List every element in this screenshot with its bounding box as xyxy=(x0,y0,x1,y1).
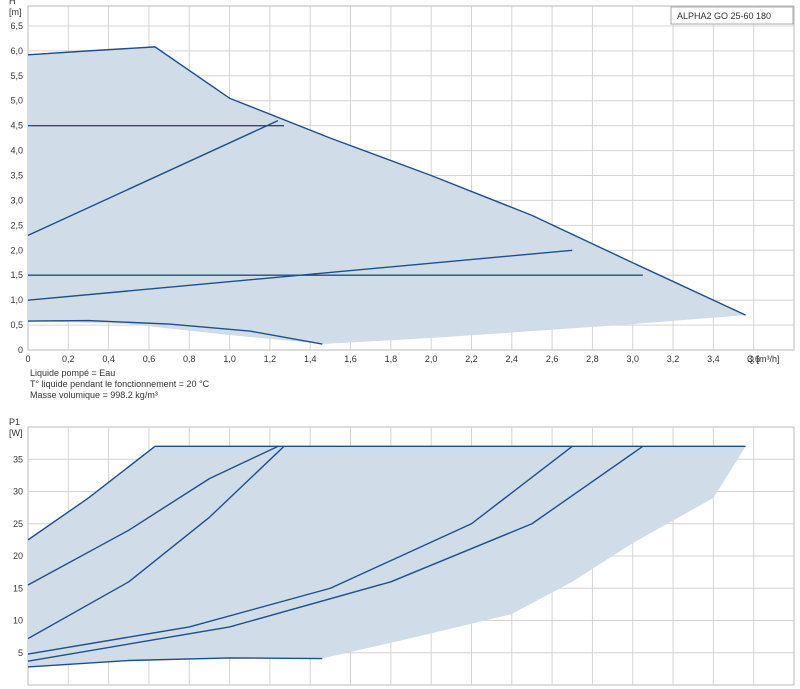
y-tick-label: 3,0 xyxy=(10,195,23,205)
x-tick-label: 2,0 xyxy=(425,354,438,364)
y-tick-label: 4,0 xyxy=(10,146,23,156)
density-note: Masse volumique = 998.2 kg/m³ xyxy=(30,390,158,400)
y-tick-label: 25 xyxy=(13,519,23,529)
y-tick-label: 6,0 xyxy=(10,46,23,56)
temperature-note: T° liquide pendant le fonctionnement = 2… xyxy=(30,379,210,389)
curve-line xyxy=(27,445,746,541)
y-tick-label: 2,5 xyxy=(10,220,23,230)
x-tick-label: 2,2 xyxy=(465,354,478,364)
chart-title: ALPHA2 GO 25-60 180 xyxy=(677,11,771,21)
curve-line xyxy=(27,445,573,655)
y-tick-label: 15 xyxy=(13,583,23,593)
x-tick-label: 1,8 xyxy=(385,354,398,364)
y-tick-label: 20 xyxy=(13,551,23,561)
x-tick-label: 0,2 xyxy=(62,354,75,364)
y-tick-label: 10 xyxy=(13,616,23,626)
y-tick-label: 0 xyxy=(18,345,23,355)
operating-area xyxy=(28,446,746,667)
x-tick-label: 0 xyxy=(25,354,30,364)
curve-line xyxy=(27,445,285,640)
y-tick-label: 1,5 xyxy=(10,270,23,280)
x-tick-label: 3,6 xyxy=(747,354,760,364)
curve-line xyxy=(27,120,279,236)
y-axis-unit: [m] xyxy=(9,7,22,17)
curve-line xyxy=(27,249,573,301)
x-tick-label: 1,0 xyxy=(223,354,236,364)
x-tick-label: 3,4 xyxy=(707,354,720,364)
x-tick-label: 3,2 xyxy=(667,354,680,364)
x-tick-label: 0,6 xyxy=(143,354,156,364)
y-tick-label: 1,0 xyxy=(10,295,23,305)
curve-line xyxy=(27,445,279,586)
curve-line xyxy=(27,657,323,668)
y-tick-label: 0,5 xyxy=(10,320,23,330)
curve-line xyxy=(27,319,323,345)
curve-line xyxy=(27,445,644,662)
x-tick-label: 1,4 xyxy=(304,354,317,364)
x-tick-label: 3,0 xyxy=(626,354,639,364)
y-tick-label: 4,5 xyxy=(10,121,23,131)
y-tick-label: 5,0 xyxy=(10,96,23,106)
y-axis-unit: [W] xyxy=(9,428,23,438)
y-axis-label: H xyxy=(9,0,16,6)
x-tick-label: 0,8 xyxy=(183,354,196,364)
y-tick-label: 5 xyxy=(18,648,23,658)
y-axis-label: P1 xyxy=(9,417,20,427)
y-tick-label: 5,5 xyxy=(10,71,23,81)
fluid-note: Liquide pompé = Eau xyxy=(30,368,116,378)
y-tick-label: 35 xyxy=(13,454,23,464)
x-tick-label: 2,4 xyxy=(506,354,519,364)
curve-line xyxy=(27,46,746,316)
x-tick-label: 1,6 xyxy=(344,354,357,364)
y-tick-label: 2,0 xyxy=(10,245,23,255)
y-tick-label: 30 xyxy=(13,487,23,497)
head-flow-chart: 0 0,5 1,0 1,5 2,0 2,5 3,0 3,5 4,0 4,5 5,0 5,5 6,0 6,5… xyxy=(9,0,795,364)
y-tick-label: 3,5 xyxy=(10,171,23,181)
power-flow-chart: 5 10 15 20 25 30 35 P1[W] xyxy=(9,417,795,686)
operating-area xyxy=(28,46,746,345)
x-tick-label: 1,2 xyxy=(264,354,277,364)
x-tick-label: 2,6 xyxy=(546,354,559,364)
y-tick-label: 6,5 xyxy=(10,21,23,31)
x-tick-label: 2,8 xyxy=(586,354,599,364)
x-axis-label: Q [m³/h] xyxy=(747,354,780,364)
fluid-notes: Liquide pompé = Eau T° liquide pendant l… xyxy=(30,368,209,401)
title-box xyxy=(670,6,794,25)
x-tick-label: 0,4 xyxy=(102,354,115,364)
